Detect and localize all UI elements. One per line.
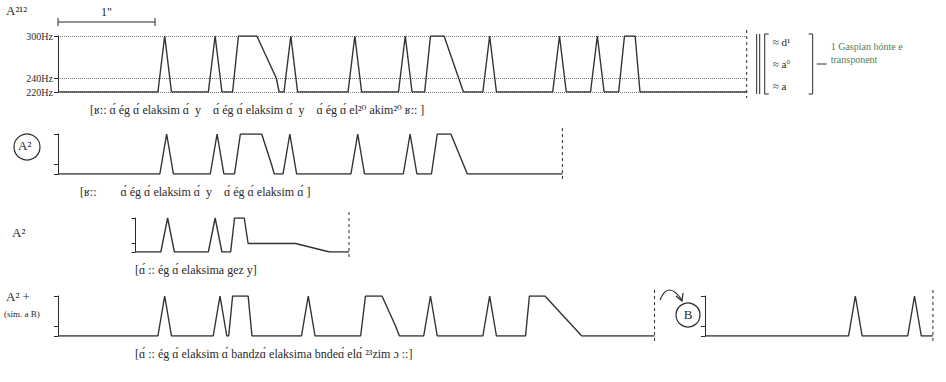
svg-text:1": 1" xyxy=(101,5,112,19)
svg-text:[ɑ́ :: ég ɑ́ elaksima gez y]: [ɑ́ :: ég ɑ́ elaksima gez y] xyxy=(135,263,257,277)
svg-text:220Hz: 220Hz xyxy=(26,87,53,98)
svg-text:transponent: transponent xyxy=(831,54,878,65)
svg-text:A²¹²: A²¹² xyxy=(6,3,27,18)
svg-text:B: B xyxy=(684,307,693,322)
svg-text:≈ a°: ≈ a° xyxy=(773,58,791,70)
svg-text:[ʁ:: ɑ́ ég ɑ́ elaksim ɑ́ y: [ʁ:: ɑ́ ég ɑ́ elaksim ɑ́ y ɑ́ ég ɑ́ elak… xyxy=(90,103,424,117)
svg-text:[ɑ́ :: ég ɑ́ elaksim ɑ́ bandzɑ: [ɑ́ :: ég ɑ́ elaksim ɑ́ bandzɑ́ elaksima… xyxy=(135,347,412,361)
svg-text:(sim. a B): (sim. a B) xyxy=(4,309,40,319)
svg-text:[ʁ:: ɑ́ ég ɑ́ elaksim ɑ: [ʁ:: ɑ́ ég ɑ́ elaksim ɑ́ y ɑ́ ég ɑ́ elak… xyxy=(80,185,310,199)
svg-text:≈ d¹: ≈ d¹ xyxy=(773,36,791,48)
svg-text:1 Gaspian hónte e: 1 Gaspian hónte e xyxy=(831,41,905,52)
svg-text:240Hz: 240Hz xyxy=(26,73,53,84)
svg-text:A²: A² xyxy=(12,225,25,240)
svg-text:≈ a: ≈ a xyxy=(773,80,787,92)
svg-text:A² +: A² + xyxy=(6,289,30,304)
svg-text:A²: A² xyxy=(18,138,31,153)
svg-text:300Hz: 300Hz xyxy=(26,31,53,42)
